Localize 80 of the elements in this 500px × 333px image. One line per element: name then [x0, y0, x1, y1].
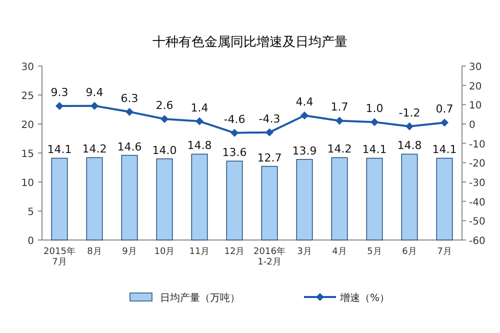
point	[406, 122, 414, 130]
x-tick-label: 8月	[87, 247, 102, 257]
data-label: 9.4	[86, 86, 104, 99]
x-tick-label: 5月	[367, 247, 382, 257]
point	[440, 118, 448, 127]
data-label: 9.3	[50, 86, 68, 100]
point	[230, 128, 238, 137]
data-label: 13.9	[292, 144, 317, 158]
legend-label: 日均产量（万吨）	[160, 292, 240, 304]
data-label: -4.6	[224, 112, 246, 126]
bar	[366, 158, 383, 240]
y-tick-label: 10	[21, 178, 34, 189]
y2-tick-label: -20	[469, 158, 486, 170]
bar	[296, 158, 313, 240]
point	[90, 102, 98, 110]
y2-tick-label: 10	[469, 100, 482, 112]
data-label: 14.1	[362, 143, 387, 156]
bar	[156, 158, 173, 240]
data-label: 4.4	[296, 95, 314, 108]
bar	[261, 166, 278, 240]
point	[370, 118, 378, 126]
y2-tick-label: -50	[469, 216, 486, 228]
point	[126, 108, 134, 116]
x-tick-label: 7月	[437, 247, 452, 257]
data-label: 2.6	[156, 98, 174, 112]
y-tick-label: 15	[21, 149, 34, 160]
data-label: 6.3	[120, 92, 138, 105]
x-tick-label: 11月	[189, 247, 210, 257]
point	[300, 111, 308, 120]
bar	[121, 154, 138, 240]
data-label: 12.7	[257, 151, 282, 164]
y-tick-label: 20	[21, 120, 34, 131]
x-tick-label: 4月	[332, 247, 347, 257]
data-label: 14.8	[397, 139, 422, 152]
point	[266, 128, 274, 136]
data-label: 1.0	[366, 102, 384, 116]
point	[196, 117, 204, 126]
data-label: 14.2	[327, 142, 352, 156]
bar	[86, 157, 103, 240]
y-tick-label: 0	[28, 236, 34, 247]
y2-tick-label: -30	[469, 178, 486, 189]
x-tick-label: 3月	[297, 247, 312, 257]
bar	[401, 154, 418, 240]
y-tick-label: 25	[21, 91, 34, 102]
point	[56, 102, 64, 110]
data-label: 14.2	[82, 142, 107, 156]
bar	[51, 158, 68, 240]
bar	[191, 154, 208, 240]
data-label: 14.6	[117, 140, 142, 154]
bar	[436, 158, 453, 240]
point	[336, 116, 344, 125]
bar	[331, 157, 348, 240]
x-tick-label: 6月	[402, 247, 417, 257]
x-tick-label: 10月	[154, 247, 175, 257]
y2-tick-label: -60	[469, 236, 486, 247]
y2-tick-label: -40	[469, 197, 486, 208]
y2-tick-label: 20	[469, 81, 482, 92]
y2-tick-label: -10	[469, 139, 486, 150]
x-tick-label: 9月	[122, 247, 137, 257]
x-tick-label: 2015年 7月	[44, 246, 76, 268]
point	[160, 114, 168, 123]
data-label: 14.1	[432, 143, 457, 156]
y2-tick-label: 30	[469, 62, 482, 73]
y2-tick-label: 0	[469, 120, 476, 131]
data-label: 14.1	[47, 143, 72, 156]
y-tick-label: 30	[21, 62, 34, 73]
chart-title: 十种有色金属同比增速及日均产量	[152, 35, 348, 50]
bar	[226, 160, 243, 240]
data-label: 13.6	[222, 146, 247, 160]
data-label: 0.7	[436, 102, 454, 116]
legend-label: 增速（%）	[339, 292, 390, 304]
data-label: 1.4	[190, 101, 208, 114]
data-label: -4.3	[258, 112, 280, 126]
y-tick-label: 5	[28, 207, 34, 218]
data-label: -1.2	[398, 106, 420, 120]
x-tick-label: 12月	[224, 247, 245, 257]
x-tick-label: 2016年 1-2月	[254, 246, 286, 268]
data-label: 1.7	[330, 100, 348, 114]
data-label: 14.8	[187, 139, 212, 152]
data-label: 14.0	[152, 144, 177, 157]
